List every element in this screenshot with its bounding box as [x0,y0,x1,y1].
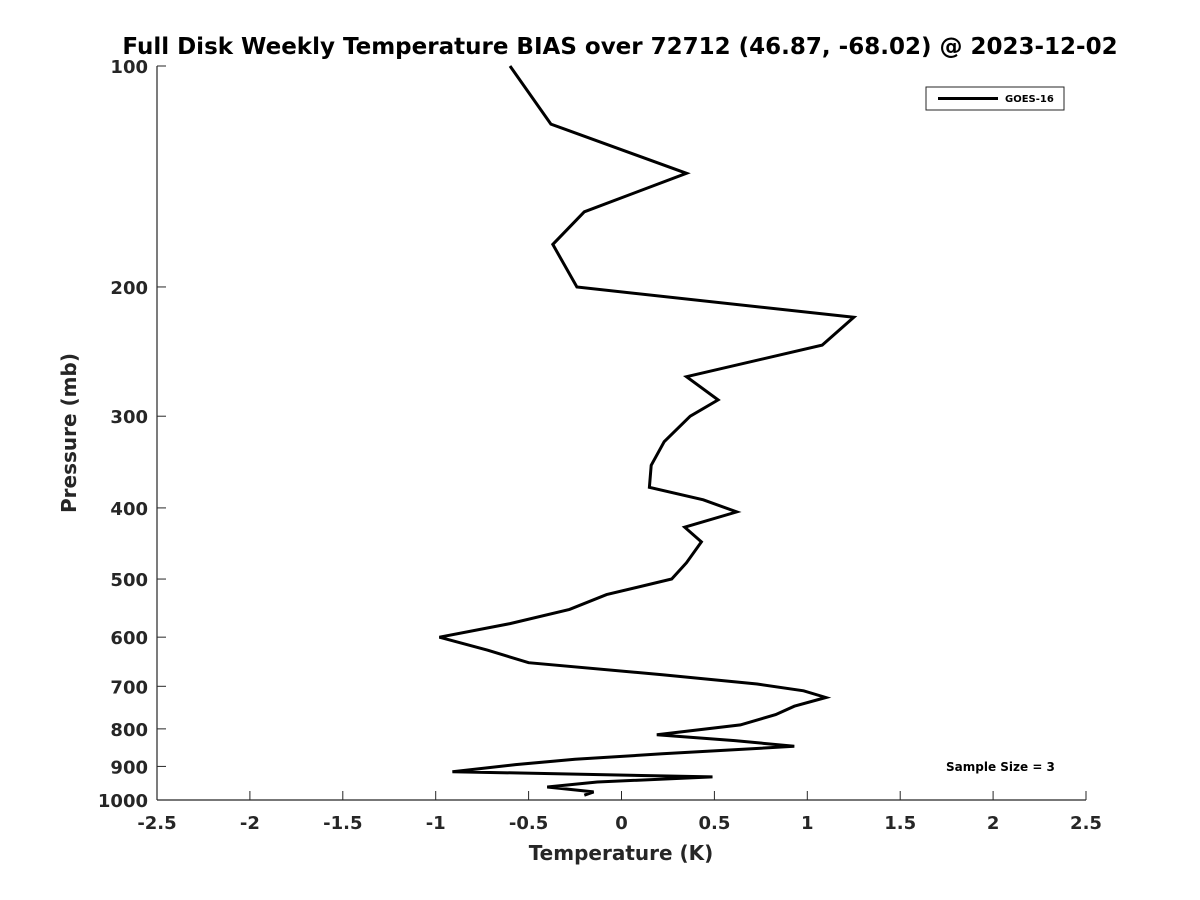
legend: GOES-16 [925,86,1065,111]
x-tick-label: 1 [801,813,814,834]
series-layer [439,65,858,797]
x-tick-label: 0 [615,813,628,834]
x-tick-label: 2 [987,813,1000,834]
y-tick-label: 300 [110,407,148,428]
y-axis-label: Pressure (mb) [57,353,81,513]
y-ticks: 100 200 300 400 500 600 700 800 900 1000 [98,57,166,812]
x-tick-label: 1.5 [884,813,916,834]
x-tick-label: 2.5 [1070,813,1102,834]
y-tick-label: 1000 [98,791,148,812]
x-ticks: -2.5 -2 -1.5 -1 -0.5 0 0.5 1 1.5 2 2.5 [137,791,1102,834]
x-tick-label: -2 [240,813,260,834]
x-tick-label: -1.5 [323,813,362,834]
y-tick-label: 100 [110,57,148,78]
y-tick-label: 600 [110,628,148,649]
y-tick-label: 200 [110,278,148,299]
x-tick-label: -0.5 [509,813,548,834]
x-tick-label: -1 [426,813,446,834]
y-tick-label: 400 [110,499,148,520]
y-tick-label: 900 [110,757,148,778]
x-tick-label: 0.5 [698,813,730,834]
x-axis-label: Temperature (K) [529,841,714,865]
y-tick-label: 700 [110,677,148,698]
plot-axes [156,66,1086,801]
sample-size-annotation: Sample Size = 3 [946,760,1055,774]
y-tick-label: 800 [110,720,148,741]
series-line-goes-16 [439,65,858,797]
chart-title: Full Disk Weekly Temperature BIAS over 7… [122,34,1117,60]
y-tick-label: 500 [110,570,148,591]
x-tick-label: -2.5 [137,813,176,834]
legend-label-goes-16: GOES-16 [1005,94,1054,105]
